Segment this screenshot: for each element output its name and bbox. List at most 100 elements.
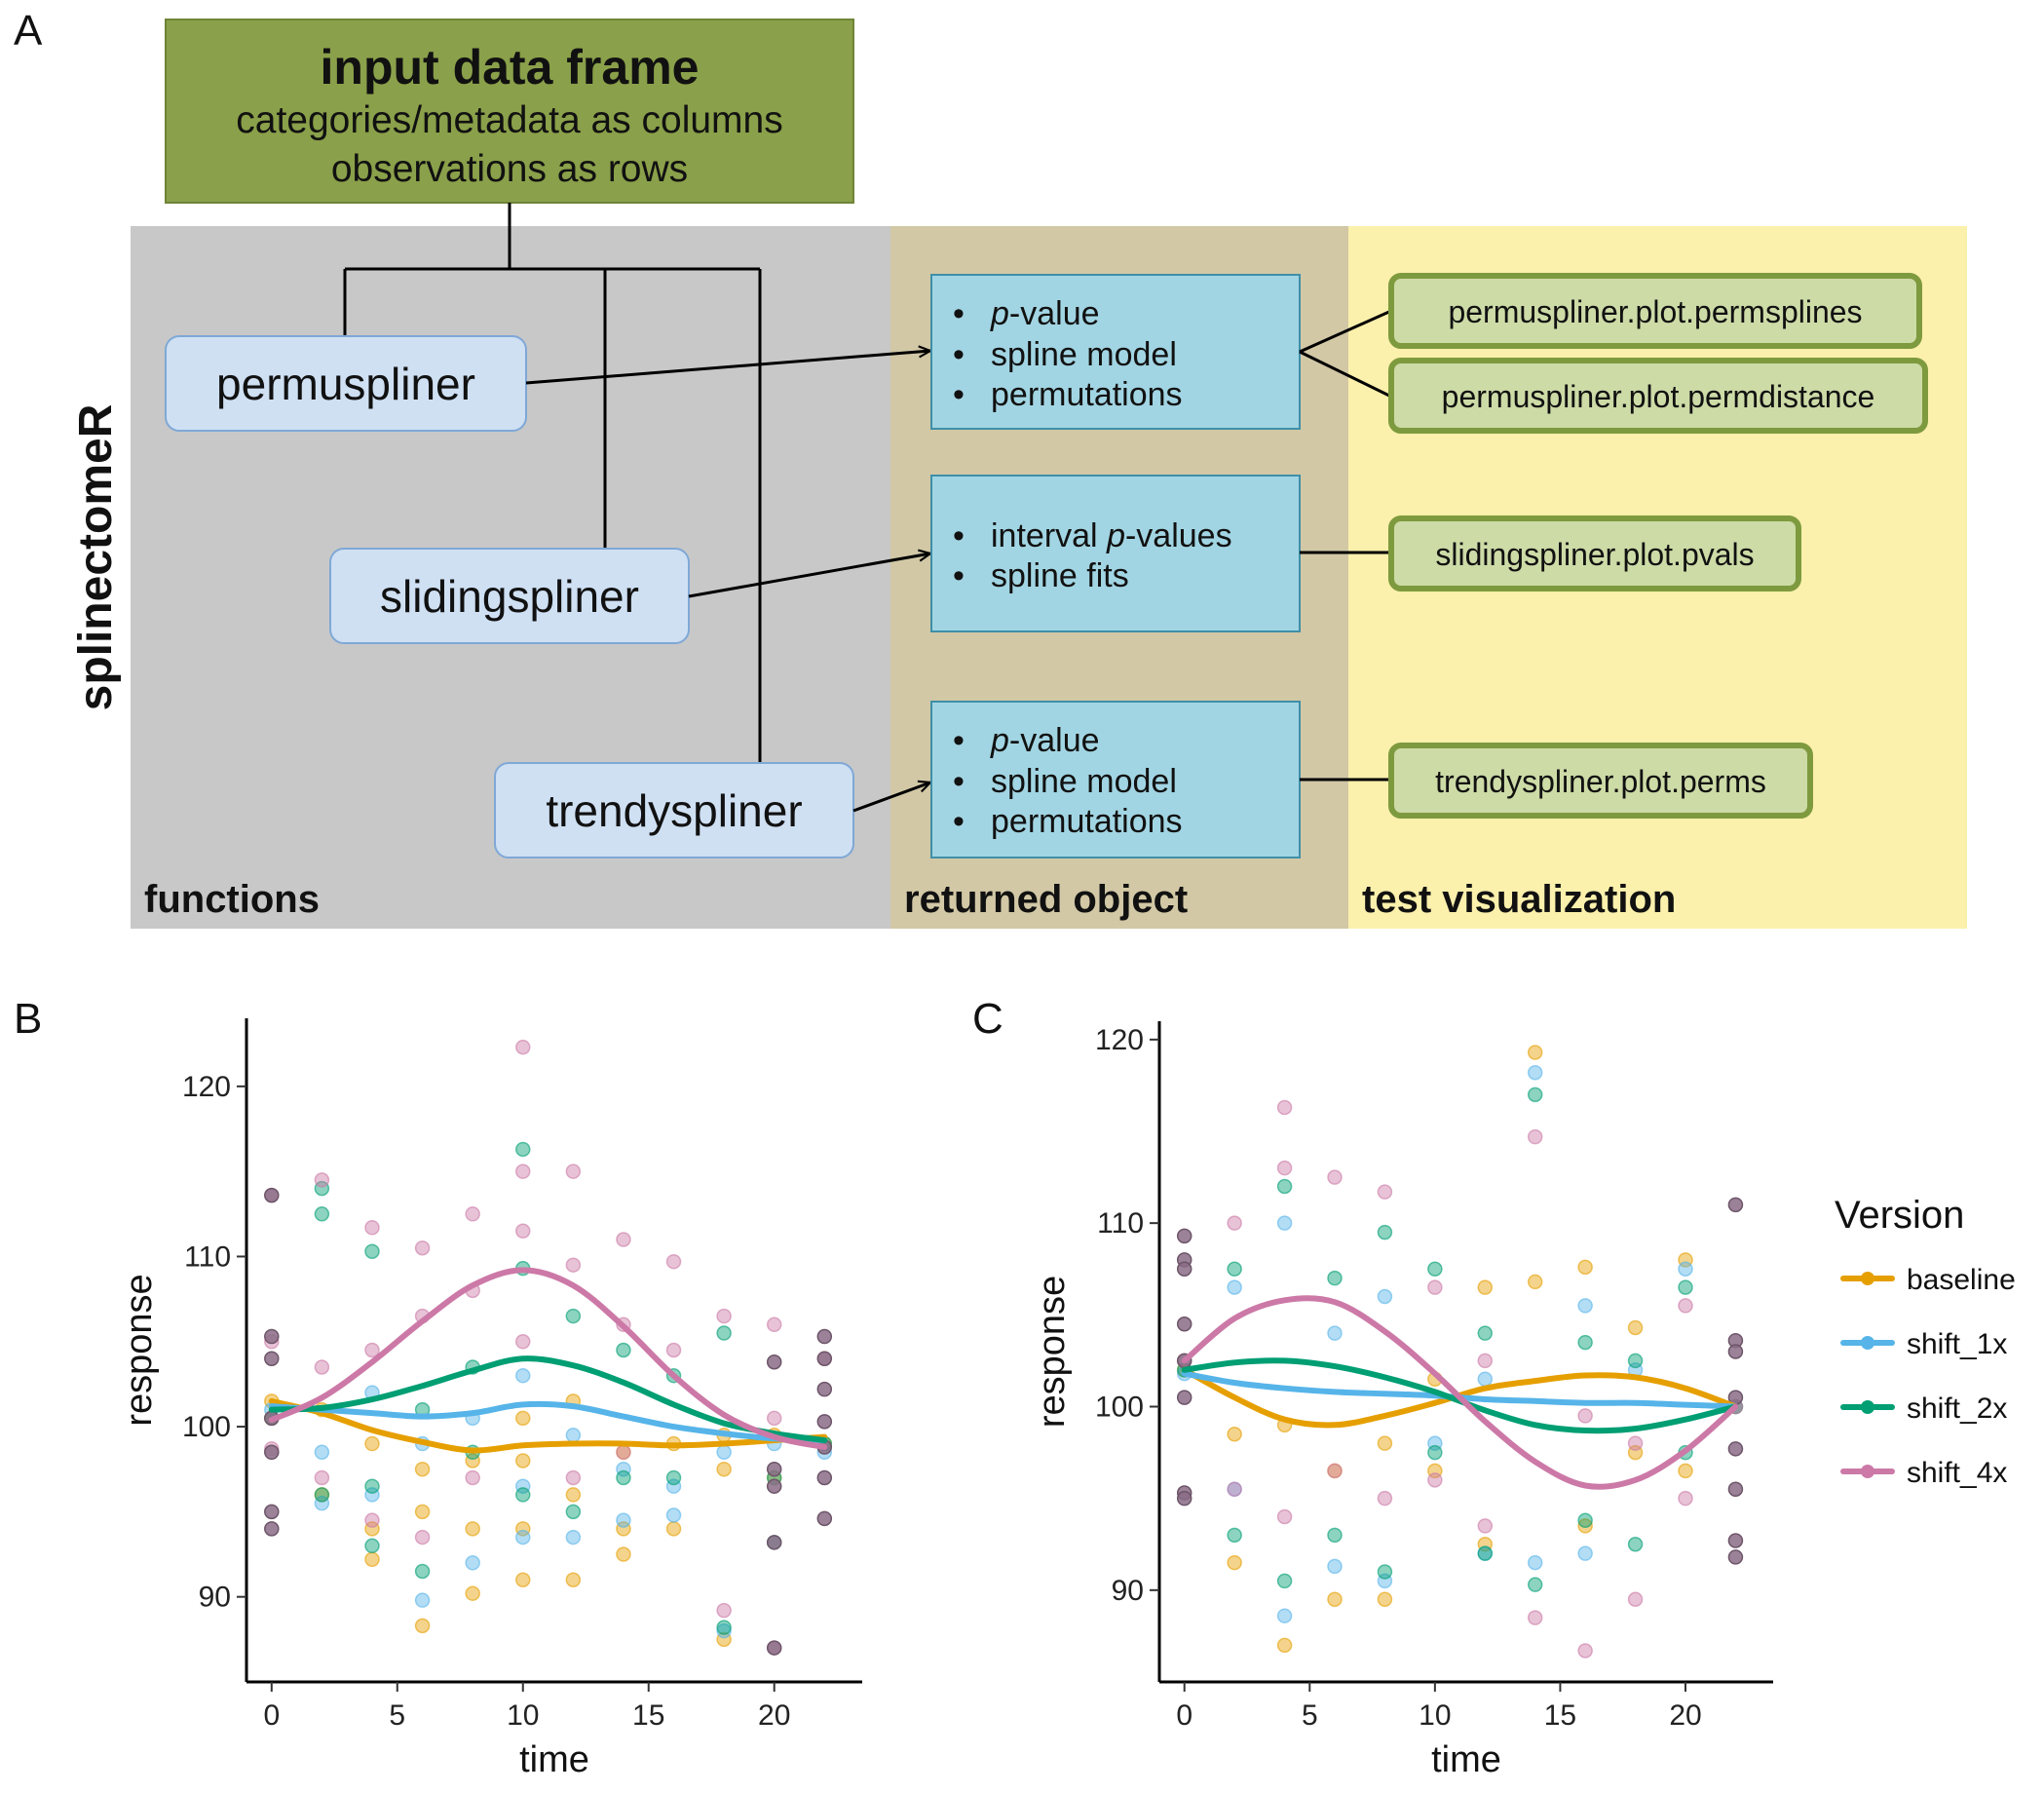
point-shift-4x: [314, 1469, 330, 1486]
point-overlap: [1727, 1533, 1744, 1548]
point-shift-2x: [1427, 1444, 1443, 1461]
point-overlap: [264, 1444, 280, 1461]
x-tick-label: 20: [1669, 1699, 1701, 1732]
point-shift-4x: [716, 1308, 732, 1324]
point-shift-1x: [1678, 1261, 1693, 1277]
point-shift-2x: [716, 1325, 732, 1341]
legend-label: baseline: [1907, 1264, 2016, 1296]
x-tick-label: 10: [507, 1699, 539, 1732]
returned-trendy-item-1: p-value: [990, 722, 1100, 759]
returned-sliding-box: • interval p-values • spline fits: [930, 475, 1301, 632]
point-baseline: [515, 1410, 531, 1427]
point-baseline: [1327, 1591, 1343, 1607]
point-shift-1x: [414, 1592, 431, 1608]
point-shift-4x: [1627, 1435, 1644, 1451]
chart-b: 0 5 10 15 20 90 100 110 120 time response: [119, 1018, 862, 1780]
point-overlap: [1176, 1261, 1192, 1277]
point-shift-1x: [716, 1444, 732, 1461]
input-line-2: observations as rows: [331, 148, 688, 190]
y-tick-label: 120: [182, 1071, 231, 1103]
point-shift-2x: [1477, 1325, 1494, 1341]
legend-label: shift_4x: [1907, 1457, 2007, 1489]
point-shift-1x: [565, 1428, 582, 1443]
viz-permsplines-label: permuspliner.plot.permsplines: [1448, 294, 1862, 329]
permuspliner-label: permuspliner: [216, 359, 475, 409]
point-shift-2x: [515, 1487, 531, 1503]
viz-perms-box: trendyspliner.plot.perms: [1388, 743, 1813, 819]
point-shift-1x: [515, 1367, 531, 1384]
x-tick-label: 15: [1544, 1699, 1576, 1732]
point-baseline: [1477, 1279, 1494, 1295]
point-overlap: [264, 1504, 280, 1520]
point-shift-4x: [1527, 1610, 1543, 1625]
bullet: •: [953, 295, 965, 332]
y-tick-label: 110: [184, 1240, 231, 1273]
arrows: [525, 351, 930, 813]
point-overlap: [766, 1478, 782, 1494]
point-shift-2x: [1527, 1577, 1543, 1592]
point-shift-4x: [1427, 1279, 1443, 1295]
bullet: •: [953, 803, 965, 840]
point-shift-2x: [616, 1469, 631, 1486]
returned-perm-item-2: spline model: [991, 336, 1177, 373]
returned-perm-item-3: permutations: [991, 376, 1183, 413]
point-overlap: [1176, 1316, 1192, 1332]
x-tick-label: 0: [1176, 1699, 1192, 1732]
viz-pvals-label: slidingspliner.plot.pvals: [1435, 537, 1754, 572]
point-overlap: [1727, 1481, 1744, 1497]
point-overlap: [816, 1328, 833, 1345]
point-overlap: [264, 1351, 280, 1366]
point-overlap: [264, 1187, 280, 1203]
legend-label: shift_2x: [1907, 1392, 2007, 1425]
point-overlap: [816, 1510, 833, 1527]
arrow-permuspliner: [525, 351, 930, 385]
point-overlap: [1727, 1344, 1744, 1359]
legend-item-shift-2x: shift_2x: [1840, 1392, 2007, 1425]
y-axis-title: response: [119, 1274, 160, 1426]
point-shift-4x: [515, 1223, 531, 1240]
viz-connectors: [1299, 309, 1392, 782]
trendyspliner-function: trendyspliner: [494, 762, 854, 858]
point-shift-4x: [665, 1253, 682, 1270]
slidingspliner-label: slidingspliner: [380, 571, 639, 622]
point-shift-4x: [314, 1359, 330, 1375]
point-shift-1x: [665, 1507, 682, 1523]
point-shift-4x: [616, 1232, 631, 1247]
point-overlap: [1727, 1441, 1744, 1457]
point-shift-4x: [1327, 1169, 1343, 1185]
point-shift-4x: [414, 1240, 431, 1256]
y-tick-label: 90: [1112, 1575, 1144, 1607]
point-shift-4x: [465, 1469, 480, 1486]
point-shift-2x: [1276, 1573, 1293, 1589]
trendyspliner-label: trendyspliner: [546, 785, 802, 836]
bullet: •: [953, 722, 965, 759]
x-tick-label: 20: [758, 1699, 790, 1732]
point-shift-1x: [1527, 1064, 1543, 1081]
point-shift-1x: [515, 1529, 531, 1545]
point-overlap: [1176, 1228, 1192, 1244]
returned-trendy-item-2: spline model: [991, 763, 1177, 800]
point-shift-4x: [565, 1164, 582, 1179]
point-shift-1x: [1276, 1215, 1293, 1231]
point-shift-1x: [716, 1622, 732, 1639]
legend-title: Version: [1835, 1194, 1964, 1237]
tree-connectors: [343, 203, 762, 763]
point-shift-4x: [1377, 1184, 1393, 1200]
point-baseline: [414, 1461, 431, 1477]
point-shift-1x: [565, 1529, 582, 1545]
point-baseline: [414, 1618, 431, 1634]
legend-point: [1861, 1400, 1874, 1414]
panel-label-c: C: [972, 995, 1003, 1043]
point-shift-4x: [1276, 1160, 1293, 1176]
point-overlap: [816, 1351, 833, 1366]
point-shift-2x: [1377, 1224, 1393, 1240]
panel-label-a: A: [14, 7, 43, 55]
x-axis-title: time: [519, 1739, 589, 1780]
points-c: [1176, 1045, 1744, 1659]
column-label-visualization: test visualization: [1362, 878, 1676, 921]
point-baseline: [565, 1572, 582, 1587]
point-shift-2x: [716, 1620, 732, 1635]
point-shift-2x: [1678, 1279, 1693, 1295]
point-shift-2x: [665, 1469, 682, 1486]
point-overlap: [264, 1328, 280, 1345]
